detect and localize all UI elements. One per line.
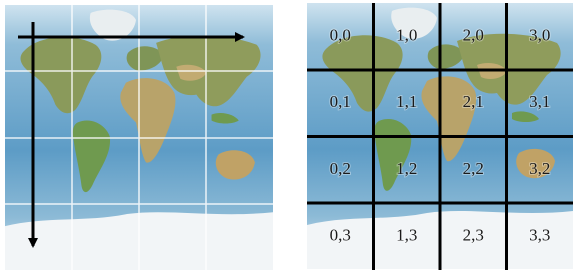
tile-label: 2,3 <box>463 226 484 245</box>
tile-label: 1,3 <box>396 226 417 245</box>
tile-label: 2,2 <box>463 159 484 178</box>
map-left <box>5 5 273 270</box>
tile-label: 2,1 <box>463 92 484 111</box>
tile-label: 1,0 <box>396 25 417 44</box>
page: 0,0 1,0 2,0 3,0 0,1 1,1 2,1 3,1 0,2 1,2 2,2 3,2 0,3 1… <box>0 0 575 273</box>
tile-label: 0,0 <box>330 25 351 44</box>
diagram: 0,0 1,0 2,0 3,0 0,1 1,1 2,1 3,1 0,2 1,2 2,2 3,2 0,3 1… <box>0 0 575 273</box>
tile-label: 3,1 <box>529 92 550 111</box>
tile-label: 0,3 <box>330 226 351 245</box>
tile-label: 3,2 <box>529 159 550 178</box>
tile-label: 1,1 <box>396 92 417 111</box>
tile-label: 1,2 <box>396 159 417 178</box>
tile-label: 0,2 <box>330 159 351 178</box>
tile-label: 3,3 <box>529 226 550 245</box>
tile-label: 3,0 <box>529 25 550 44</box>
tile-label: 2,0 <box>463 25 484 44</box>
tile-label: 0,1 <box>330 92 351 111</box>
